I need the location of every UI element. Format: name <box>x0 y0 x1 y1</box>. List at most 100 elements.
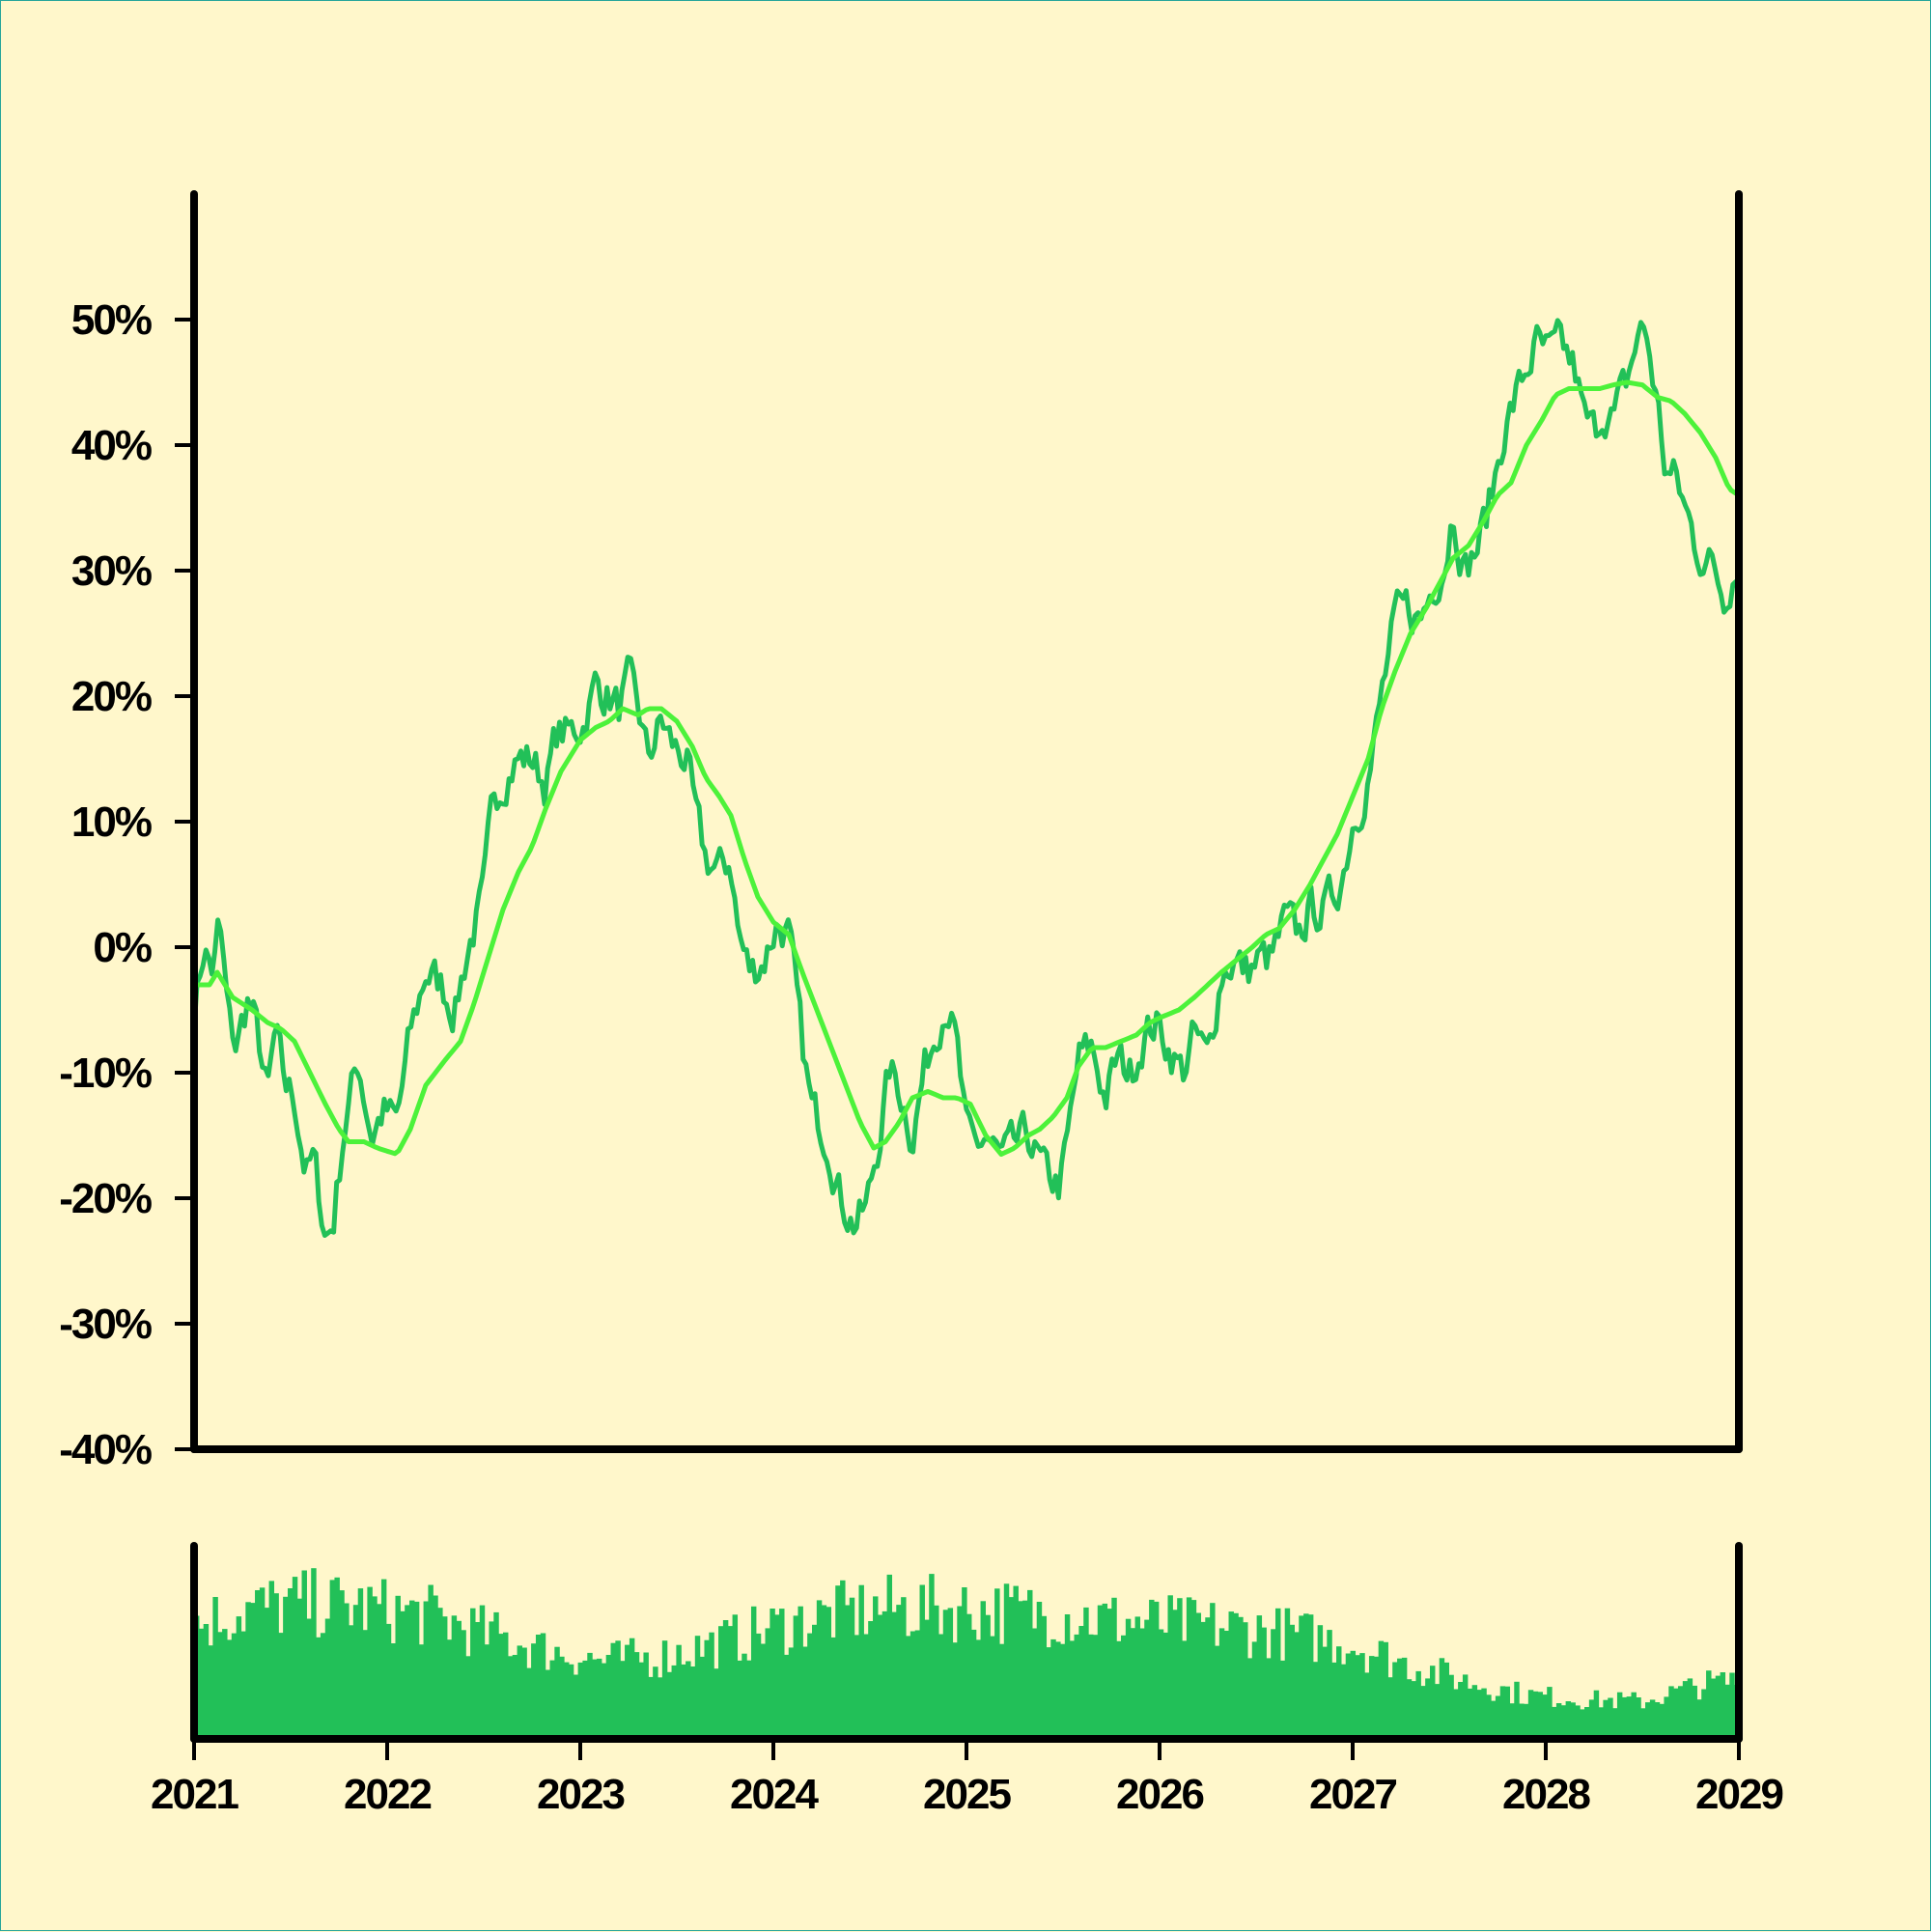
volume-bar <box>357 1588 364 1739</box>
volume-bar <box>666 1671 673 1739</box>
volume-bar <box>278 1633 284 1739</box>
volume-bar <box>1570 1702 1576 1739</box>
volume-bar <box>648 1676 654 1739</box>
volume-bar <box>311 1568 317 1739</box>
volume-bar <box>1228 1611 1234 1739</box>
volume-bar <box>1565 1701 1572 1739</box>
volume-bar <box>1317 1625 1324 1739</box>
volume-bar <box>1327 1630 1332 1739</box>
volume-bar <box>1083 1607 1089 1739</box>
volume-bar <box>1420 1686 1426 1739</box>
volume-bar <box>418 1644 425 1739</box>
volume-bar <box>339 1590 345 1739</box>
x-tick-label: 2021 <box>151 1771 238 1818</box>
volume-bar <box>1696 1699 1702 1739</box>
volume-bar <box>493 1611 499 1739</box>
volume-bar <box>329 1580 336 1739</box>
y-tick-label: -40% <box>59 1426 152 1473</box>
y-axis-labels: -40% -30% -20% -10% 0% 10% 20% 30% 40% 50% <box>59 296 154 1473</box>
volume-bar <box>349 1625 354 1739</box>
x-tick-label: 2028 <box>1502 1771 1590 1818</box>
volume-bar <box>268 1581 275 1739</box>
volume-bar <box>1092 1635 1099 1739</box>
volume-bar <box>217 1632 223 1739</box>
volume-bar <box>910 1631 916 1739</box>
volume-bar <box>1664 1696 1669 1739</box>
volume-bar <box>222 1629 228 1739</box>
volume-bar <box>273 1593 279 1739</box>
volume-bar <box>676 1644 682 1739</box>
volume-bar <box>689 1666 696 1739</box>
volume-bar <box>1345 1653 1352 1739</box>
volume-bar <box>1059 1643 1066 1739</box>
volume-bar <box>367 1586 373 1739</box>
volume-bar <box>1575 1705 1581 1739</box>
volume-bar <box>498 1634 504 1739</box>
volume-bar <box>783 1654 790 1739</box>
volume-bar <box>380 1579 387 1739</box>
volume-bar <box>1387 1677 1393 1739</box>
volume-bar <box>568 1664 574 1739</box>
volume-bar <box>1584 1707 1590 1739</box>
volume-bar <box>1172 1610 1178 1739</box>
volume-bar <box>998 1643 1005 1739</box>
volume-bar <box>479 1605 486 1739</box>
volume-bar <box>423 1601 430 1739</box>
volume-bar <box>1542 1694 1548 1739</box>
volume-bar <box>1246 1658 1253 1739</box>
volume-bar <box>1022 1600 1028 1739</box>
volume-bar <box>1649 1699 1656 1739</box>
volume-bar <box>287 1588 294 1739</box>
volume-bar <box>301 1570 307 1739</box>
volume-bar <box>503 1632 509 1739</box>
volume-bar <box>1130 1628 1136 1739</box>
volume-bar <box>891 1611 897 1739</box>
y-tick-label: 20% <box>71 673 152 720</box>
volume-bar <box>980 1601 986 1739</box>
volume-bar <box>1504 1686 1511 1739</box>
volume-bar <box>1443 1662 1449 1739</box>
volume-bar <box>1195 1612 1202 1739</box>
volume-bar <box>296 1598 303 1739</box>
volume-bar <box>1654 1702 1661 1739</box>
y-tick-label: -30% <box>59 1301 152 1348</box>
volume-bar <box>531 1643 537 1739</box>
volume-bar <box>1453 1689 1459 1739</box>
volume-bar <box>709 1632 714 1739</box>
volume-bar <box>456 1620 462 1739</box>
volume-bar <box>957 1606 963 1739</box>
volume-bar <box>975 1639 982 1739</box>
volume-bar <box>1430 1666 1436 1739</box>
volume-bar <box>1069 1640 1076 1739</box>
volume-bar <box>638 1662 645 1739</box>
volume-bar <box>203 1624 210 1739</box>
volume-bar <box>517 1645 522 1739</box>
volume-bar <box>620 1661 626 1739</box>
volume-bar <box>1256 1615 1263 1739</box>
volume-bar <box>1336 1646 1342 1739</box>
volume-bar <box>1064 1614 1071 1739</box>
x-tick-label: 2025 <box>923 1771 1011 1818</box>
volume-bar <box>877 1614 883 1739</box>
volume-bar <box>236 1616 242 1739</box>
volume-bar <box>938 1634 944 1739</box>
volume-bar <box>564 1662 570 1739</box>
volume-bar <box>1481 1688 1487 1739</box>
volume-bar <box>1368 1656 1375 1739</box>
volume-bar <box>1046 1647 1051 1739</box>
volume-bar <box>952 1642 958 1739</box>
volume-bar <box>1509 1703 1515 1739</box>
volume-bar <box>1233 1612 1239 1739</box>
volume-bar <box>1547 1687 1553 1739</box>
volume-bar <box>1467 1688 1473 1739</box>
volume-bar <box>573 1674 579 1739</box>
volume-bar <box>629 1638 635 1739</box>
volume-bar <box>1631 1692 1637 1739</box>
volume-bar <box>489 1621 494 1739</box>
volume-bar <box>1116 1640 1122 1739</box>
volume-bar <box>924 1619 930 1739</box>
volume-bar <box>1593 1690 1600 1739</box>
volume-bar <box>1013 1585 1019 1739</box>
